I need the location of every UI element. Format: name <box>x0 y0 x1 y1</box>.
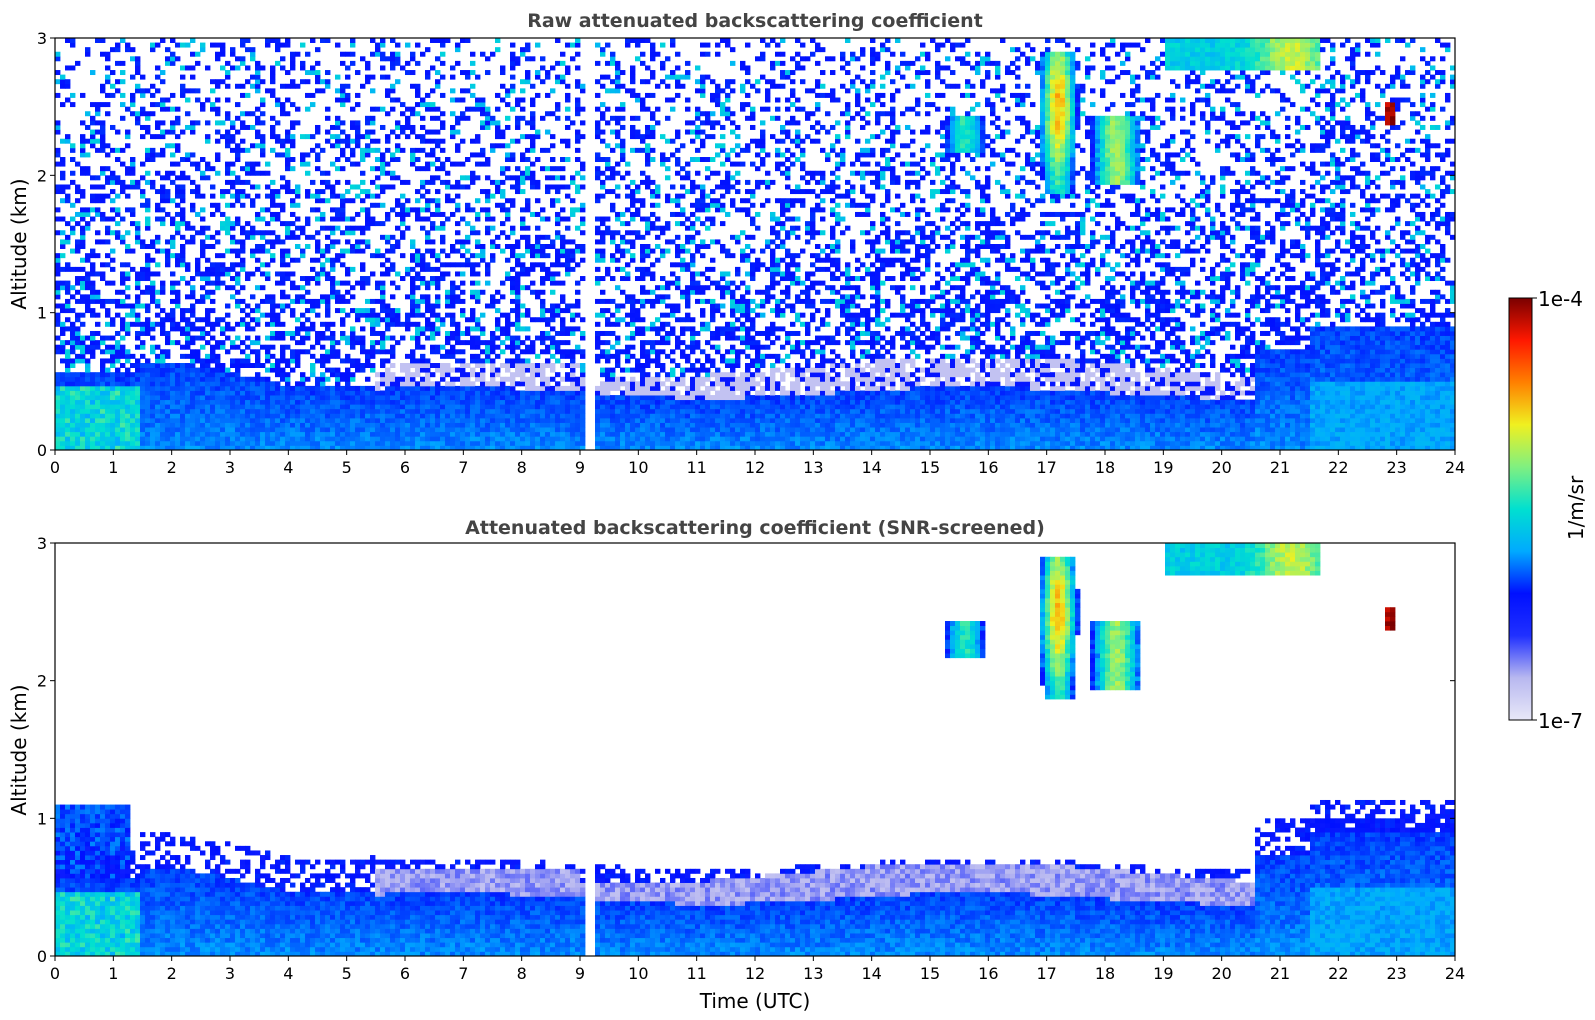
y-tick-label: 1 <box>37 809 47 828</box>
x-tick-label: 4 <box>283 964 293 983</box>
y-tick-label: 2 <box>37 672 47 691</box>
x-tick-label: 20 <box>1211 964 1231 983</box>
x-tick-label: 12 <box>745 458 765 477</box>
x-tick-label: 13 <box>803 964 823 983</box>
x-tick-label: 1 <box>108 458 118 477</box>
x-tick-label: 22 <box>1328 964 1348 983</box>
x-tick-label: 20 <box>1211 458 1231 477</box>
x-tick-label: 6 <box>400 458 410 477</box>
y-tick-label: 0 <box>37 947 47 966</box>
x-tick-label: 16 <box>978 458 998 477</box>
x-tick-label: 5 <box>342 964 352 983</box>
y-tick-label: 1 <box>37 304 47 323</box>
colorbar: 1e-4 1e-7 1/m/sr <box>1509 287 1588 733</box>
colorbar-max-label: 1e-4 <box>1538 287 1583 311</box>
x-tick-label: 8 <box>517 458 527 477</box>
x-tick-label: 10 <box>628 458 648 477</box>
x-tick-label: 9 <box>575 458 585 477</box>
x-tick-label: 22 <box>1328 458 1348 477</box>
x-tick-label: 0 <box>50 964 60 983</box>
x-tick-label: 24 <box>1445 458 1465 477</box>
bottom-y-axis-label: Altitude (km) <box>7 684 31 815</box>
x-tick-label: 23 <box>1386 458 1406 477</box>
x-tick-label: 1 <box>108 964 118 983</box>
x-tick-label: 19 <box>1153 458 1173 477</box>
colorbar-min-label: 1e-7 <box>1538 709 1583 733</box>
x-tick-label: 7 <box>458 964 468 983</box>
x-tick-label: 17 <box>1036 964 1056 983</box>
x-tick-label: 7 <box>458 458 468 477</box>
x-tick-label: 2 <box>167 964 177 983</box>
x-tick-label: 23 <box>1386 964 1406 983</box>
x-tick-label: 0 <box>50 458 60 477</box>
y-tick-label: 0 <box>37 441 47 460</box>
top-panel: Raw attenuated backscattering coefficien… <box>7 10 1465 477</box>
x-axis-label: Time (UTC) <box>699 989 811 1013</box>
x-tick-label: 15 <box>920 964 940 983</box>
x-tick-label: 6 <box>400 964 410 983</box>
bottom-x-axis: 0 1 2 3 4 5 6 7 8 9 10 11 12 13 14 15 16 17 18 19 20 21 22 23 24 <box>50 956 1465 983</box>
top-panel-title: Raw attenuated backscattering coefficien… <box>527 10 983 32</box>
x-tick-label: 14 <box>861 458 881 477</box>
x-tick-label: 14 <box>861 964 881 983</box>
x-tick-label: 19 <box>1153 964 1173 983</box>
bottom-plot-area <box>55 543 1455 956</box>
figure: Raw attenuated backscattering coefficien… <box>0 0 1595 1020</box>
x-tick-label: 11 <box>686 964 706 983</box>
y-tick-label: 3 <box>37 29 47 48</box>
x-tick-label: 3 <box>225 458 235 477</box>
colorbar-label: 1/m/sr <box>1564 475 1588 540</box>
top-plot-area <box>55 38 1455 450</box>
x-tick-label: 3 <box>225 964 235 983</box>
x-tick-label: 18 <box>1095 458 1115 477</box>
x-tick-label: 24 <box>1445 964 1465 983</box>
colorbar-bar <box>1509 298 1532 720</box>
top-x-axis: 0 1 2 3 4 5 6 7 8 9 10 11 12 13 14 15 16 17 18 19 20 21 22 23 24 <box>50 450 1465 477</box>
x-tick-label: 10 <box>628 964 648 983</box>
x-tick-label: 15 <box>920 458 940 477</box>
bottom-panel-title: Attenuated backscattering coefficient (S… <box>465 517 1045 539</box>
x-tick-label: 4 <box>283 458 293 477</box>
top-y-axis-label: Altitude (km) <box>7 178 31 309</box>
x-tick-label: 8 <box>517 964 527 983</box>
y-tick-label: 2 <box>37 166 47 185</box>
x-tick-label: 5 <box>342 458 352 477</box>
x-tick-label: 21 <box>1270 458 1290 477</box>
x-tick-label: 21 <box>1270 964 1290 983</box>
x-tick-label: 16 <box>978 964 998 983</box>
x-tick-label: 2 <box>167 458 177 477</box>
x-tick-label: 12 <box>745 964 765 983</box>
y-tick-label: 3 <box>37 534 47 553</box>
x-tick-label: 18 <box>1095 964 1115 983</box>
bottom-panel: Attenuated backscattering coefficient (S… <box>7 517 1465 1013</box>
x-tick-label: 9 <box>575 964 585 983</box>
x-tick-label: 11 <box>686 458 706 477</box>
x-tick-label: 17 <box>1036 458 1056 477</box>
x-tick-label: 13 <box>803 458 823 477</box>
